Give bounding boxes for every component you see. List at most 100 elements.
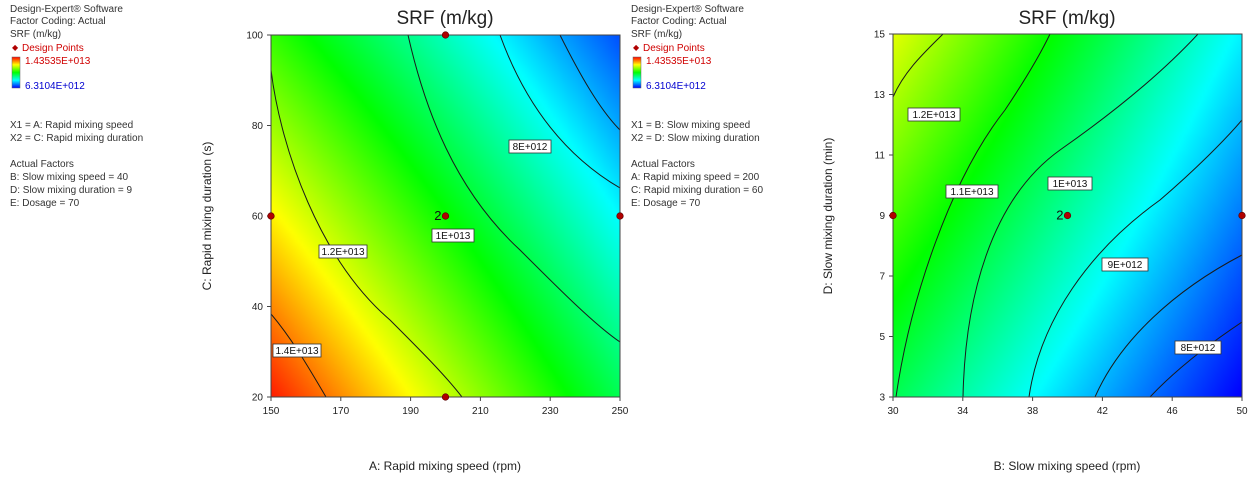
x-tick-label: 170	[332, 406, 349, 417]
contour-line	[962, 34, 1199, 397]
contour-line	[893, 34, 944, 98]
x-tick-label: 190	[402, 406, 419, 417]
design-point	[441, 393, 450, 401]
info-design-points: Design Points	[22, 43, 84, 54]
info-response: SRF (m/kg)	[10, 29, 61, 40]
color-legend-bar	[632, 56, 642, 89]
contour-line	[559, 35, 620, 131]
design-point-count: 2	[434, 208, 441, 223]
info-block-2: Design-Expert® Software Factor Coding: A…	[631, 4, 763, 209]
design-point-count: 2	[1056, 208, 1063, 223]
x-axis-label: B: Slow mixing speed (rpm)	[994, 459, 1141, 473]
y-tick-label: 40	[252, 302, 264, 313]
contour-label: 1.2E+013	[321, 247, 365, 258]
design-points: 2	[267, 31, 624, 401]
contour-label: 1.2E+013	[912, 110, 956, 121]
y-tick-label: 20	[252, 393, 264, 404]
x-axis-label: A: Rapid mixing speed (rpm)	[369, 459, 521, 473]
contour-label: 1.1E+013	[950, 187, 994, 198]
info-x1: X1 = B: Slow mixing speed	[631, 120, 750, 131]
info-max: 1.43535E+013	[646, 56, 712, 67]
info-factor: D: Slow mixing duration = 9	[10, 185, 132, 196]
contour-label-box	[945, 184, 999, 199]
info-coding: Factor Coding: Actual	[10, 16, 106, 27]
y-tick-label: 100	[246, 31, 263, 42]
info-min: 6.3104E+012	[646, 81, 706, 92]
contour-line	[1028, 119, 1242, 397]
contour-label: 1E+013	[436, 231, 471, 242]
contour-label: 8E+012	[1181, 343, 1216, 354]
info-factor: B: Slow mixing speed = 40	[10, 172, 129, 183]
contour-plot-2: SRF (m/kg) 30 34 38 42 46 50 3 5 7 9 11 13 15 1.2E+…	[821, 8, 1248, 473]
contour-label-box	[907, 107, 961, 122]
info-factor: A: Rapid mixing speed = 200	[631, 172, 760, 183]
contour-label: 1E+013	[1053, 179, 1088, 190]
info-software: Design-Expert® Software	[631, 4, 744, 15]
contour-label: 8E+012	[513, 142, 548, 153]
design-point	[1063, 211, 1072, 220]
x-tick-label: 230	[542, 406, 559, 417]
info-x2: X2 = D: Slow mixing duration	[631, 133, 760, 144]
design-point	[1238, 211, 1246, 220]
y-axis-label: C: Rapid mixing duration (s)	[200, 142, 214, 291]
x-tick-label: 34	[957, 406, 969, 417]
design-point	[267, 212, 275, 220]
design-points: 2	[889, 208, 1246, 223]
contour-label: 9E+012	[1108, 260, 1143, 271]
info-x2: X2 = C: Rapid mixing duration	[10, 133, 143, 144]
info-max: 1.43535E+013	[25, 56, 91, 67]
contour-plot-1: SRF (m/kg) 150 170 190 210 230 250 20 40 60 80 10…	[200, 8, 629, 473]
x-tick-label: 42	[1097, 406, 1109, 417]
info-factor: E: Dosage = 70	[10, 198, 80, 209]
contour-label: 1.4E+013	[275, 346, 319, 357]
contour-line	[407, 35, 620, 343]
y-tick-label: 60	[252, 212, 264, 223]
x-tick-label: 250	[612, 406, 629, 417]
contour-line	[499, 35, 620, 189]
info-x1: X1 = A: Rapid mixing speed	[10, 120, 133, 131]
info-block-1: Design-Expert® Software Factor Coding: A…	[10, 4, 143, 209]
info-design-points: Design Points	[643, 43, 705, 54]
contour-label-box	[508, 139, 552, 154]
y-axis-label: D: Slow mixing duration (min)	[821, 138, 835, 295]
y-tick-label: 5	[879, 332, 885, 343]
x-tick-label: 210	[472, 406, 489, 417]
design-point	[441, 212, 450, 220]
x-axis-ticks: 30 34 38 42 46 50	[887, 397, 1248, 417]
y-tick-label: 13	[874, 90, 886, 101]
info-min: 6.3104E+012	[25, 81, 85, 92]
y-tick-label: 9	[879, 211, 885, 222]
design-point	[441, 31, 450, 39]
contour-label-box	[1047, 176, 1093, 191]
y-tick-label: 11	[875, 151, 886, 162]
contour-label-box	[318, 244, 368, 259]
y-tick-label: 15	[874, 30, 886, 41]
contour-line	[271, 69, 463, 397]
info-factor: C: Rapid mixing duration = 60	[631, 185, 763, 196]
y-tick-label: 7	[879, 272, 885, 283]
info-actual-factors: Actual Factors	[10, 159, 74, 170]
info-actual-factors: Actual Factors	[631, 159, 695, 170]
contour-labels: 1.4E+013 1.2E+013 1E+013 8E+012	[272, 139, 552, 358]
design-point	[889, 211, 897, 220]
info-coding: Factor Coding: Actual	[631, 16, 727, 27]
contour-lines	[271, 35, 620, 397]
x-tick-label: 38	[1027, 406, 1039, 417]
y-axis-ticks: 20 40 60 80 100	[246, 31, 271, 404]
contour-line	[1094, 254, 1242, 397]
x-tick-label: 30	[887, 406, 899, 417]
design-point-marker-icon: ◆	[12, 43, 19, 52]
y-tick-label: 80	[252, 121, 264, 132]
contour-label-box	[431, 228, 475, 243]
contour-label-box	[1101, 257, 1149, 272]
contour-label-box	[1174, 340, 1222, 355]
x-tick-label: 150	[263, 406, 280, 417]
y-axis-ticks: 3 5 7 9 11 13 15	[874, 30, 893, 404]
design-point	[616, 212, 624, 220]
contour-label-box	[272, 343, 322, 358]
contour-line	[895, 34, 1051, 397]
x-axis-ticks: 150 170 190 210 230 250	[263, 397, 629, 417]
info-response: SRF (m/kg)	[631, 29, 682, 40]
contour-labels: 1.2E+013 1.1E+013 1E+013 9E+012 8E+012	[907, 107, 1222, 355]
